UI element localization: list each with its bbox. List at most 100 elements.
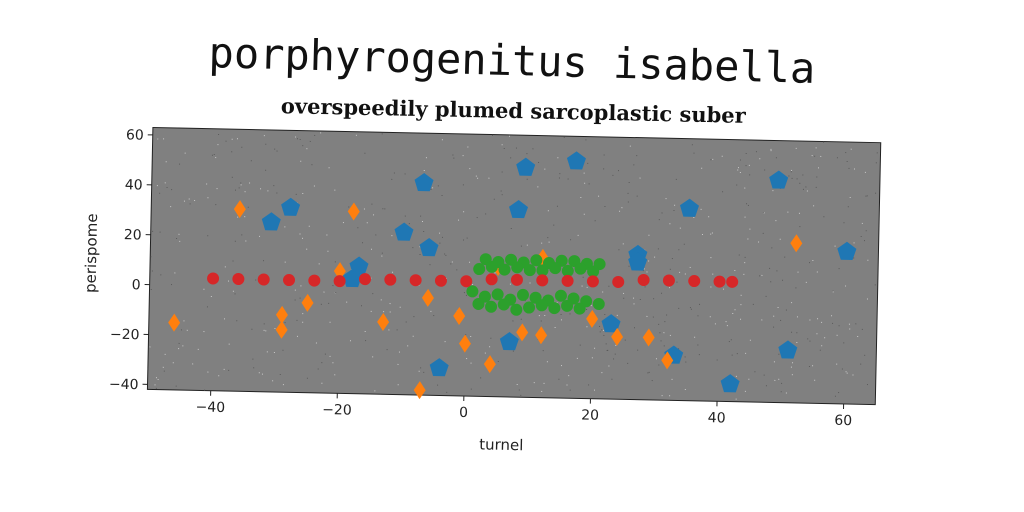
pentagon-point [516,157,536,176]
circle-point [573,302,586,315]
diamond-point [347,202,360,221]
circle-point [207,272,220,285]
diamond-point [275,320,288,339]
x-axis-ticks: −40 −20 0 20 40 60 [195,390,852,429]
y-tick-label: 20 [124,227,142,243]
y-axis-ticks: −40 −20 0 20 40 60 [109,127,153,393]
circle-point [472,297,485,310]
circle-point [536,274,549,287]
diamond-point [790,234,803,253]
x-axis-label: turnel [479,435,524,454]
pentagon-point [499,332,519,351]
circle-point [434,274,447,287]
circle-point [587,265,600,278]
pentagon-point [769,170,789,189]
chart-title: overspeedily plumed sarcoplastic suber [281,93,747,128]
circle-point [498,263,511,276]
x-tick-label: −40 [195,399,225,416]
circle-point [561,274,574,287]
y-tick-label: −20 [110,327,140,344]
circle-point [688,275,701,288]
pentagon-point [679,198,699,217]
circle-point [333,275,346,288]
circle-point [548,302,561,315]
circle-point [257,273,270,286]
diamond-point [611,327,624,346]
diamond-point [642,328,655,347]
pentagon-point [778,340,798,359]
circle-point [491,288,504,301]
circle-point [530,254,543,267]
circle-point [485,273,498,286]
circle-point [485,300,498,313]
diamond-point [233,200,246,219]
circle-point [726,275,739,288]
x-tick-label: 20 [581,407,599,423]
circle-point [466,285,479,298]
x-tick-label: −20 [322,402,352,419]
diamond-point [333,262,346,281]
diamond-point [535,326,548,345]
diamond-point [483,355,496,374]
circle-point [497,298,510,311]
circle-point [713,275,726,288]
diamond-point [661,351,674,370]
y-tick-label: 0 [132,277,141,293]
diamond-point [275,305,288,324]
circle-point [561,299,574,312]
x-tick-label: 60 [834,413,852,429]
pentagon-point [720,374,740,393]
circle-point [283,274,296,287]
pentagon-point [414,173,434,192]
circle-point [511,261,524,274]
pentagon-point [509,200,529,219]
circle-point [536,264,549,277]
y-tick-label: 60 [126,127,144,143]
pentagon-point [394,222,414,241]
circle-point [473,263,486,276]
x-tick-label: 0 [459,405,468,421]
circle-point [554,289,567,302]
diamond-point [377,312,390,331]
circle-point [592,298,605,311]
pentagon-point [837,241,857,261]
pentagon-point [429,358,449,377]
circle-point [586,275,599,288]
y-tick-label: −40 [109,377,139,394]
chart-marks [147,132,878,400]
diamond-point [586,309,599,328]
diamond-point [421,288,434,307]
plot-noise [147,132,878,400]
circle-point [662,274,675,287]
chart-group: overspeedily plumed sarcoplastic suber −… [81,93,882,454]
pentagon-point [628,252,648,271]
pentagon-point [342,268,362,288]
pentagon-point [566,151,586,170]
circle-point [612,275,625,288]
circle-point [549,262,562,275]
circle-point [460,275,473,288]
diamond-point [458,334,471,353]
circle-point [409,274,422,287]
diamond-point [168,313,181,332]
circle-point [232,272,245,285]
pentagon-point [281,197,301,216]
circle-point [485,260,498,273]
circle-point [523,301,536,314]
diamond-point [453,307,466,326]
circle-point [535,299,548,312]
circle-point [561,264,574,277]
circle-point [359,273,372,286]
circle-point [637,273,650,286]
circle-point [510,273,523,286]
circle-point [574,262,587,275]
pentagon-point [601,314,621,333]
diamond-point [413,381,426,400]
x-tick-label: 40 [708,410,726,426]
circle-point [384,273,397,286]
y-tick-label: 40 [125,177,143,193]
y-axis-label: perispome [81,213,101,293]
circle-point [523,264,536,277]
circle-point [308,274,321,287]
